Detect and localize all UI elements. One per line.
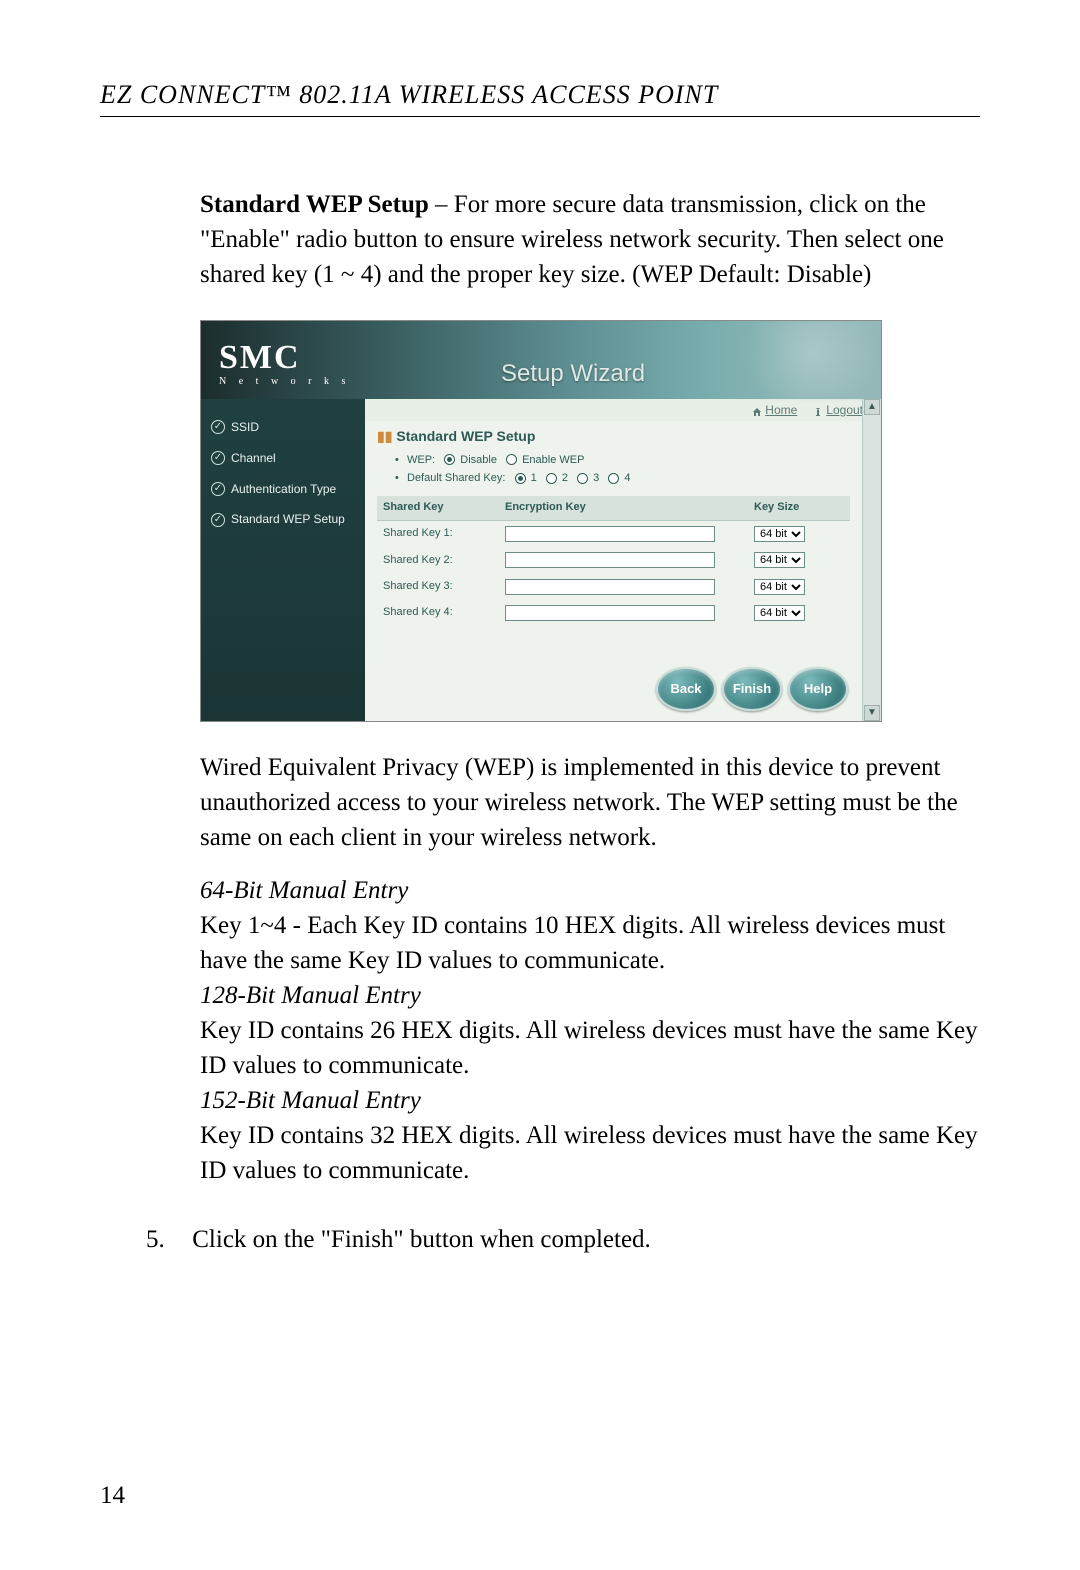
table-row: Shared Key 2: 64 bit: [377, 547, 850, 573]
top-links: Home Logout: [365, 399, 863, 421]
page-header: EZ CONNECT™ 802.11A WIRELESS ACCESS POIN…: [100, 80, 980, 117]
title-bullet-icon: ▮▮: [377, 428, 392, 444]
col-encryption-key: Encryption Key: [499, 496, 748, 520]
logout-link[interactable]: Logout: [813, 402, 863, 419]
page-number: 14: [100, 1482, 125, 1510]
panel-title-text: Standard WEP Setup: [396, 428, 535, 444]
entry-152-head: 152-Bit Manual Entry: [200, 1087, 421, 1114]
finish-button[interactable]: Finish: [722, 667, 782, 711]
key-size-1-select[interactable]: 64 bit: [754, 526, 805, 542]
default-key-row: Default Shared Key: 1 2 3 4: [395, 471, 850, 486]
key-size-3-select[interactable]: 64 bit: [754, 579, 805, 595]
wep-disable-label: Disable: [460, 454, 497, 466]
intro-paragraph: Standard WEP Setup – For more secure dat…: [200, 187, 980, 292]
check-icon: ✓: [211, 513, 225, 527]
sidebar-item-ssid[interactable]: ✓ SSID: [211, 419, 355, 436]
default-key-3-label: 3: [593, 472, 599, 484]
home-link-text: Home: [765, 402, 797, 419]
banner-art: [711, 321, 881, 399]
home-icon: [752, 405, 762, 415]
entry-128-head: 128-Bit Manual Entry: [200, 982, 421, 1009]
panel-title: ▮▮Standard WEP Setup: [377, 427, 850, 447]
default-key-4-label: 4: [624, 472, 630, 484]
row-label: Shared Key 1:: [377, 520, 499, 547]
sidebar-item-wep-setup[interactable]: ✓ Standard WEP Setup: [211, 511, 355, 528]
wep-description: Wired Equivalent Privacy (WEP) is implem…: [200, 750, 980, 855]
entry-64-body: Key 1~4 - Each Key ID contains 10 HEX di…: [200, 912, 945, 974]
encryption-key-3-input[interactable]: [505, 579, 715, 595]
default-key-2-label: 2: [562, 472, 568, 484]
table-row: Shared Key 1: 64 bit: [377, 520, 850, 547]
sidebar-item-label: Authentication Type: [231, 481, 336, 498]
wep-enable-radio[interactable]: [506, 454, 517, 465]
wizard-title: Setup Wizard: [501, 357, 645, 391]
entry-128-body: Key ID contains 26 HEX digits. All wirel…: [200, 1017, 978, 1079]
main-panel: ▮▮Standard WEP Setup WEP: Disable Enable…: [365, 421, 863, 721]
sidebar-item-auth-type[interactable]: ✓ Authentication Type: [211, 481, 355, 498]
screenshot-header: SMC N e t w o r k s Setup Wizard: [201, 321, 881, 399]
back-button[interactable]: Back: [656, 667, 716, 711]
wizard-buttons: Back Finish Help: [656, 667, 848, 711]
vertical-scrollbar[interactable]: ▲ ▼: [862, 399, 881, 721]
table-row: Shared Key 3: 64 bit: [377, 574, 850, 600]
encryption-key-4-input[interactable]: [505, 605, 715, 621]
sidebar-item-label: Standard WEP Setup: [231, 511, 345, 528]
brand-small: N e t w o r k s: [219, 377, 350, 387]
col-shared-key: Shared Key: [377, 496, 499, 520]
check-icon: ✓: [211, 451, 225, 465]
key-size-2-select[interactable]: 64 bit: [754, 552, 805, 568]
step-text: Click on the "Finish" button when comple…: [192, 1226, 651, 1253]
table-row: Shared Key 4: 64 bit: [377, 600, 850, 626]
row-label: Shared Key 4:: [377, 600, 499, 626]
logout-icon: [813, 405, 823, 415]
logout-link-text: Logout: [826, 402, 863, 419]
encryption-key-1-input[interactable]: [505, 526, 715, 542]
sidebar: ✓ SSID ✓ Channel ✓ Authentication Type ✓…: [201, 399, 365, 721]
default-key-label: Default Shared Key:: [407, 472, 505, 484]
wep-option-row: WEP: Disable Enable WEP: [395, 453, 850, 468]
default-key-1-label: 1: [531, 472, 537, 484]
row-label: Shared Key 3:: [377, 574, 499, 600]
sidebar-item-label: Channel: [231, 450, 276, 467]
brand-big: SMC: [219, 341, 350, 375]
wep-label: WEP:: [407, 454, 435, 466]
sidebar-item-channel[interactable]: ✓ Channel: [211, 450, 355, 467]
step-5: 5. Click on the "Finish" button when com…: [146, 1222, 980, 1257]
key-size-4-select[interactable]: 64 bit: [754, 605, 805, 621]
shared-key-table: Shared Key Encryption Key Key Size Share…: [377, 496, 850, 626]
router-screenshot: SMC N e t w o r k s Setup Wizard Home: [200, 320, 882, 722]
help-button[interactable]: Help: [788, 667, 848, 711]
intro-bold: Standard WEP Setup: [200, 191, 429, 218]
default-key-3-radio[interactable]: [577, 473, 588, 484]
scroll-down-icon[interactable]: ▼: [864, 705, 880, 721]
scroll-up-icon[interactable]: ▲: [864, 399, 880, 415]
entry-152-body: Key ID contains 32 HEX digits. All wirel…: [200, 1122, 978, 1184]
entry-64-head: 64-Bit Manual Entry: [200, 877, 408, 904]
home-link[interactable]: Home: [752, 402, 797, 419]
row-label: Shared Key 2:: [377, 547, 499, 573]
default-key-4-radio[interactable]: [608, 473, 619, 484]
table-header-row: Shared Key Encryption Key Key Size: [377, 496, 850, 520]
brand-block: SMC N e t w o r k s: [201, 341, 350, 399]
default-key-1-radio[interactable]: [515, 473, 526, 484]
check-icon: ✓: [211, 482, 225, 496]
check-icon: ✓: [211, 420, 225, 434]
default-key-2-radio[interactable]: [546, 473, 557, 484]
col-key-size: Key Size: [748, 496, 850, 520]
encryption-key-2-input[interactable]: [505, 552, 715, 568]
wep-enable-label: Enable WEP: [522, 454, 584, 466]
wep-disable-radio[interactable]: [444, 454, 455, 465]
sidebar-item-label: SSID: [231, 419, 259, 436]
step-number: 5.: [146, 1222, 186, 1257]
